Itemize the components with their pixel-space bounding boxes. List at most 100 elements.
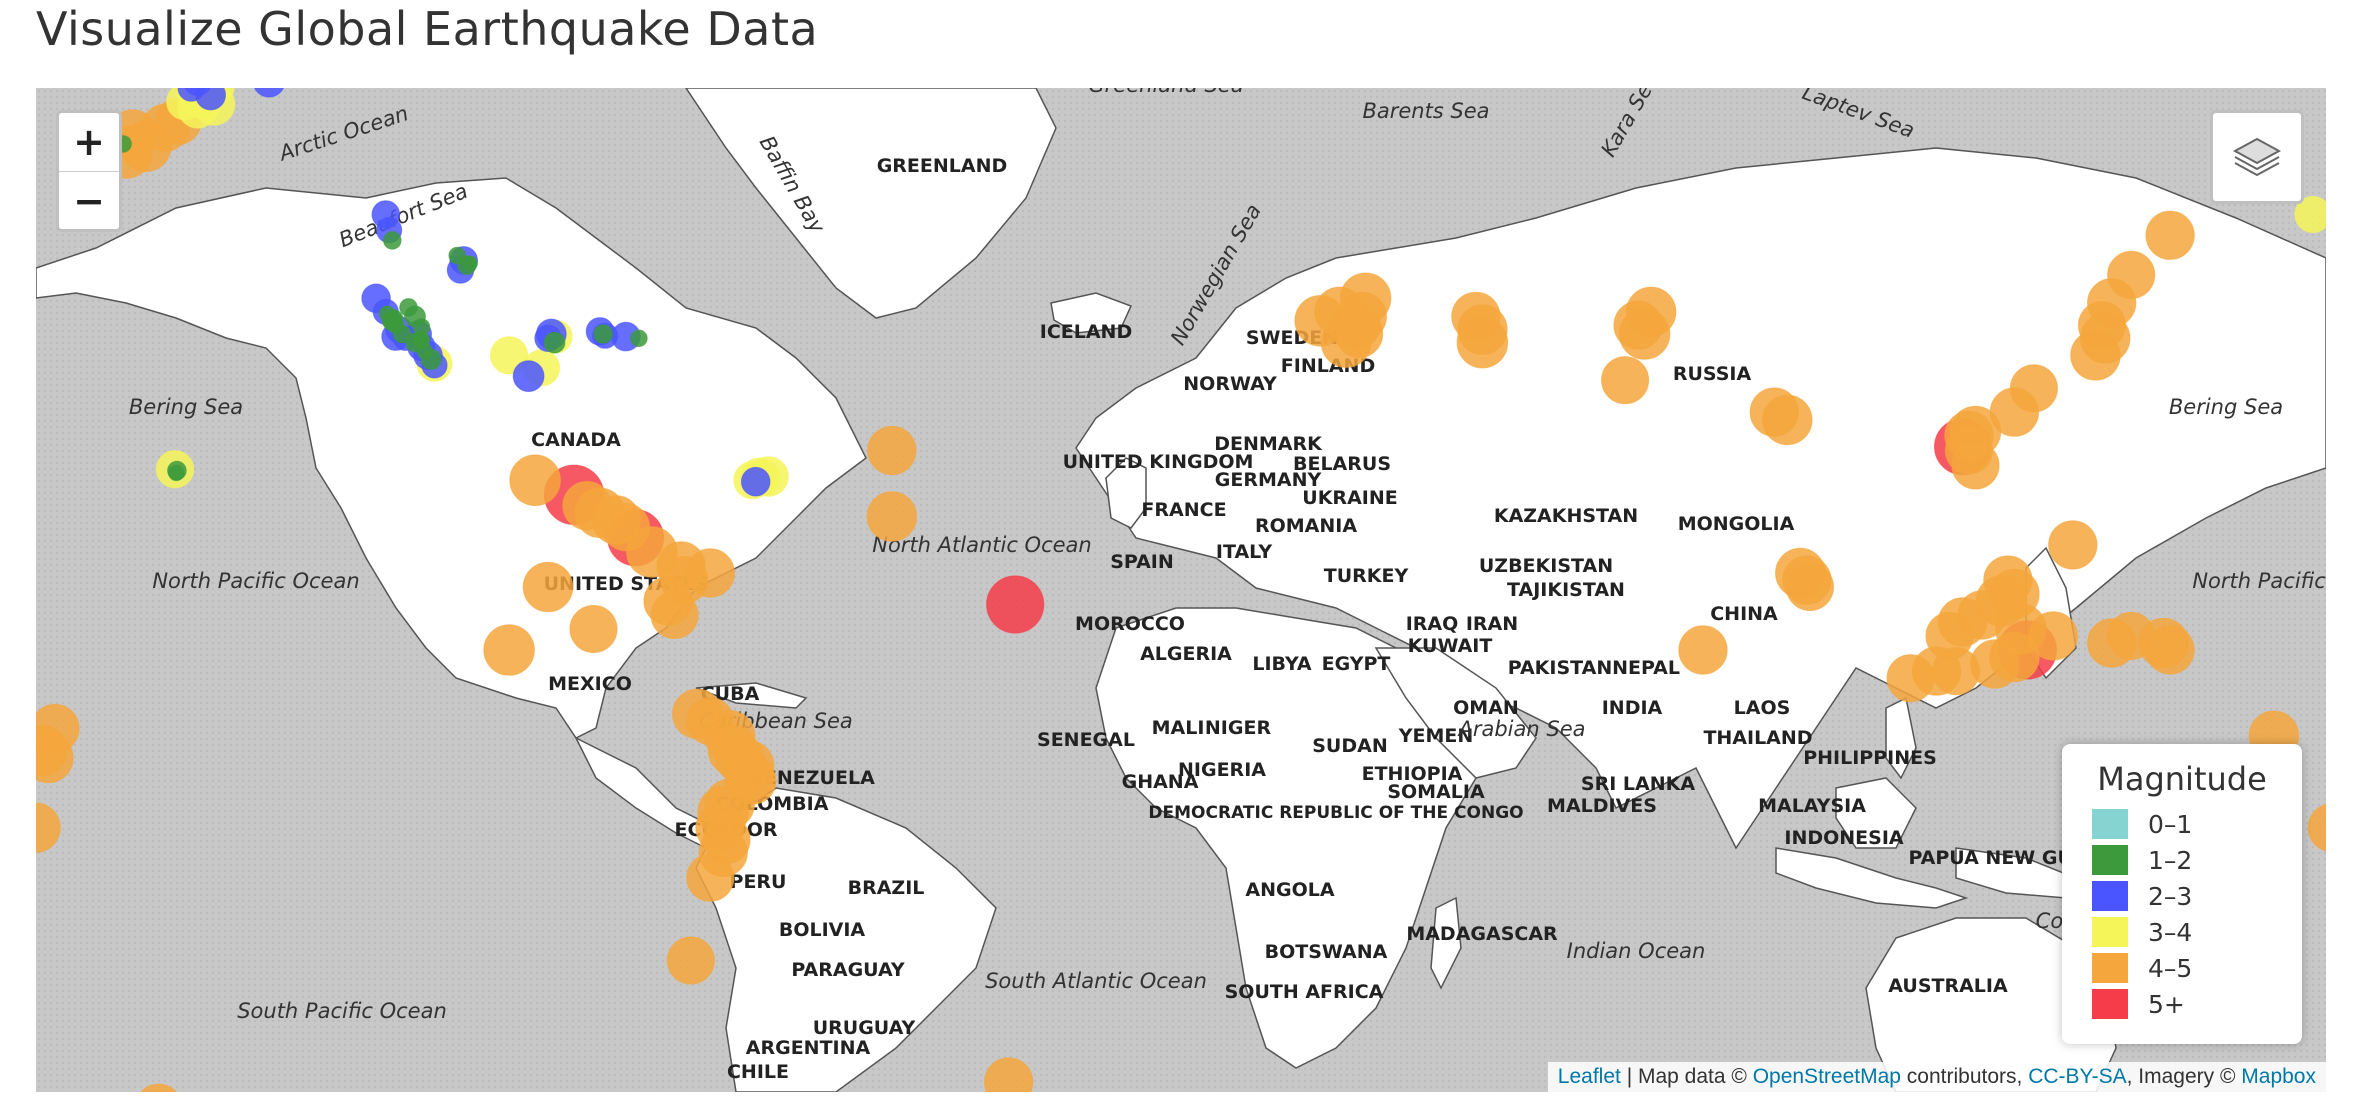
earthquake-marker[interactable] [601, 503, 651, 552]
legend-title: Magnitude [2097, 760, 2267, 798]
earthquake-marker[interactable] [2048, 520, 2098, 570]
layers-control-button[interactable] [2210, 110, 2304, 204]
legend-row-2-3: 2–3 [2092, 878, 2302, 914]
attribution-text: contributors, [1900, 1065, 2029, 1088]
earthquake-marker[interactable] [522, 561, 574, 613]
legend-swatch [2092, 989, 2128, 1019]
earthquake-marker[interactable] [509, 454, 561, 507]
earthquake-marker[interactable] [1678, 625, 1728, 675]
label-angola: ANGOLA [1245, 879, 1334, 901]
legend-row-5-plus: 5+ [2092, 986, 2302, 1022]
label-italy: ITALY [1216, 541, 1272, 563]
earthquake-marker[interactable] [666, 936, 715, 985]
zoom-out-button[interactable]: − [59, 171, 119, 229]
earthquake-marker[interactable] [2107, 250, 2156, 299]
label-kazakhstan: KAZAKHSTAN [1494, 505, 1638, 527]
label-canada: CANADA [531, 429, 621, 451]
earthquake-marker[interactable] [253, 88, 285, 98]
earthquake-marker[interactable] [984, 1057, 1034, 1092]
basemap: GREENLAND CANADA UNITED STATES MEXICO CU… [36, 88, 2326, 1092]
earthquake-marker[interactable] [383, 231, 402, 250]
earthquake-marker[interactable] [1451, 291, 1501, 342]
earthquake-marker[interactable] [866, 491, 918, 542]
label-algeria: ALGERIA [1140, 643, 1232, 665]
earthquake-marker[interactable] [650, 590, 699, 640]
earthquake-marker[interactable] [867, 425, 917, 476]
earthquake-marker[interactable] [36, 802, 61, 853]
label-yemen: YEMEN [1398, 725, 1474, 747]
cc-by-sa-link[interactable]: CC-BY-SA [2028, 1065, 2127, 1088]
attribution-text: , Imagery © [2126, 1065, 2242, 1088]
earthquake-marker[interactable] [569, 604, 618, 654]
legend-label: 2–3 [2148, 881, 2193, 911]
openstreetmap-link[interactable]: OpenStreetMap [1752, 1065, 1901, 1088]
map-container[interactable]: GREENLAND CANADA UNITED STATES MEXICO CU… [36, 88, 2326, 1092]
earthquake-marker[interactable] [168, 464, 185, 482]
earthquake-marker[interactable] [448, 246, 467, 265]
earthquake-marker[interactable] [2307, 803, 2326, 852]
earthquake-marker[interactable] [512, 360, 545, 393]
earthquake-marker[interactable] [2294, 195, 2326, 234]
label-greenland: GREENLAND [877, 155, 1008, 177]
country-labels: GREENLAND CANADA UNITED STATES MEXICO CU… [531, 155, 2124, 1083]
earthquake-marker[interactable] [740, 466, 771, 497]
earthquake-marker[interactable] [1983, 555, 2033, 605]
label-indian-ocean: Indian Ocean [1567, 939, 1706, 963]
label-barents-sea: Barents Sea [1362, 99, 1489, 123]
earthquake-marker[interactable] [383, 315, 398, 330]
earthquake-marker[interactable] [36, 703, 80, 754]
earthquake-marker[interactable] [1886, 654, 1935, 703]
earthquake-marker[interactable] [630, 329, 648, 348]
earthquake-marker[interactable] [2009, 364, 2059, 413]
label-north-atlantic: North Atlantic Ocean [872, 533, 1092, 557]
earthquake-marker[interactable] [1785, 562, 1835, 612]
label-oman: OMAN [1453, 697, 1519, 719]
earthquake-marker[interactable] [2145, 210, 2195, 261]
earthquake-marker[interactable] [1601, 356, 1650, 405]
label-libya: LIBYA [1252, 653, 1312, 675]
label-spain: SPAIN [1110, 551, 1174, 573]
label-australia: AUSTRALIA [1888, 975, 2008, 997]
arabia [1374, 647, 1537, 779]
label-sudan: SUDAN [1312, 735, 1388, 757]
legend-swatch [2092, 881, 2128, 911]
label-mongolia: MONGOLIA [1678, 513, 1795, 535]
earthquake-marker[interactable] [1613, 300, 1663, 350]
earthquake-marker[interactable] [1931, 647, 1981, 696]
label-nigeria: NIGERIA [1178, 759, 1266, 781]
label-senegal: SENEGAL [1037, 729, 1135, 751]
earthquake-marker[interactable] [135, 1083, 182, 1092]
earthquake-marker[interactable] [1335, 309, 1384, 359]
earthquake-marker[interactable] [462, 255, 478, 272]
layers-icon [2232, 137, 2282, 177]
earthquake-marker[interactable] [1749, 387, 1800, 437]
earthquake-marker[interactable] [2028, 611, 2079, 661]
earthquake-marker[interactable] [412, 331, 429, 348]
mapbox-link[interactable]: Mapbox [2241, 1065, 2316, 1088]
earthquake-marker[interactable] [2107, 611, 2156, 661]
earthquake-marker[interactable] [686, 697, 735, 746]
earthquake-marker[interactable] [2077, 301, 2127, 350]
earthquake-marker[interactable] [483, 624, 535, 676]
earthquake-marker[interactable] [986, 575, 1045, 634]
earthquake-marker[interactable] [1951, 441, 2000, 490]
label-russia: RUSSIA [1673, 363, 1752, 385]
earthquake-marker[interactable] [177, 88, 205, 102]
zoom-in-button[interactable]: + [59, 113, 119, 171]
label-egypt: EGYPT [1322, 653, 1391, 675]
label-sri-lanka: SRI LANKA [1581, 773, 1695, 795]
legend-label: 5+ [2148, 989, 2185, 1019]
earthquake-marker[interactable] [593, 324, 614, 344]
earthquake-marker[interactable] [399, 298, 418, 317]
map-attribution: Leaflet | Map data © OpenStreetMap contr… [1547, 1062, 2326, 1092]
label-north-pacific-w: North Pacific Ocean [152, 569, 359, 593]
leaflet-link[interactable]: Leaflet [1557, 1065, 1621, 1088]
earthquake-marker[interactable] [728, 756, 777, 805]
label-greenland-sea: Greenland Sea [1088, 88, 1243, 97]
earthquake-marker[interactable] [543, 331, 566, 354]
label-philippines: PHILIPPINES [1803, 747, 1937, 769]
label-bering-sea-w: Bering Sea [129, 395, 243, 419]
label-nepal: NEPAL [1612, 657, 1680, 679]
earthquake-marker[interactable] [686, 853, 735, 902]
legend-row-4-5: 4–5 [2092, 950, 2302, 986]
